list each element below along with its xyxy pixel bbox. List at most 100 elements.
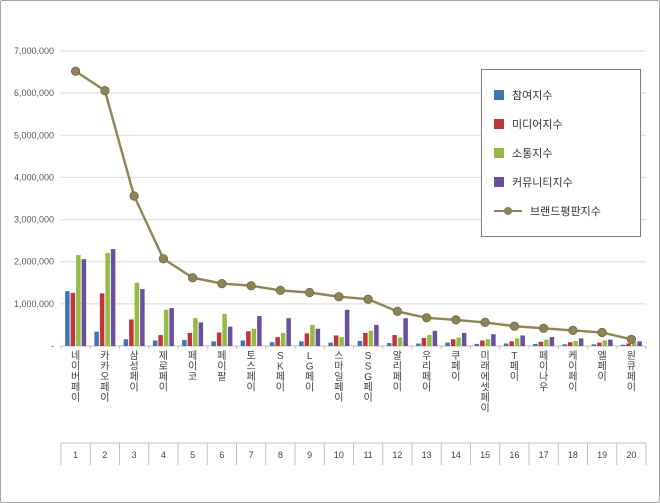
- line-marker-rank-14: [451, 315, 461, 325]
- bar-media-rank-14: [450, 339, 456, 346]
- y-axis-tick-label: 1,000,000: [14, 299, 54, 309]
- bar-participation-rank-13: [416, 343, 421, 346]
- bar-community-rank-3: [140, 289, 145, 346]
- legend-label-community: 커뮤니티지수: [512, 177, 573, 190]
- bar-community-rank-14: [461, 332, 467, 346]
- rank-label: 12: [392, 450, 402, 460]
- y-axis-tick-label: 7,000,000: [14, 46, 54, 56]
- bar-communication-rank-2: [105, 252, 110, 346]
- bar-participation-rank-19: [591, 344, 597, 346]
- rank-label: 13: [422, 450, 432, 460]
- bar-participation-rank-16: [503, 343, 509, 346]
- bar-participation-rank-7: [240, 340, 246, 346]
- rank-label: 14: [451, 450, 461, 460]
- bar-media-rank-2: [99, 293, 105, 346]
- rank-label: 7: [249, 450, 254, 460]
- bar-communication-rank-11: [368, 330, 374, 346]
- bar-community-rank-17: [549, 337, 555, 346]
- bar-participation-rank-14: [445, 342, 450, 346]
- rank-label: 4: [161, 450, 166, 460]
- bar-community-rank-6: [227, 326, 233, 346]
- brand-reputation-line: [74, 69, 633, 341]
- bar-community-rank-10: [344, 309, 350, 346]
- bar-participation-rank-10: [328, 342, 333, 346]
- bar-media-rank-8: [275, 337, 280, 346]
- rank-label: 8: [278, 450, 283, 460]
- rank-label: 1: [73, 450, 78, 460]
- bar-media-rank-17: [538, 341, 544, 346]
- bar-communication-rank-14: [456, 337, 461, 346]
- line-marker-rank-9: [304, 287, 315, 298]
- bar-participation-rank-8: [269, 342, 275, 346]
- y-axis-tick-label: 6,000,000: [14, 88, 54, 98]
- bar-media-rank-5: [187, 332, 193, 346]
- bar-communication-rank-17: [544, 339, 549, 346]
- legend-swatch-participation: [494, 89, 504, 100]
- rank-label: 2: [102, 450, 107, 460]
- bar-communication-rank-3: [134, 282, 140, 346]
- bar-community-rank-16: [520, 335, 525, 346]
- bar-participation-rank-11: [357, 340, 363, 346]
- bar-communication-rank-20: [631, 342, 637, 346]
- bar-participation-rank-1: [65, 291, 70, 346]
- line-marker-rank-17: [538, 323, 549, 333]
- chart-legend: 참여지수 미디어지수 소통지수 커뮤니티지수 브랜드평판지수: [481, 69, 641, 237]
- bar-media-rank-4: [158, 335, 163, 346]
- line-marker-rank-4: [158, 254, 168, 264]
- line-marker-rank-6: [217, 278, 227, 289]
- rank-label: 20: [626, 450, 636, 460]
- bar-communication-rank-6: [222, 313, 227, 346]
- legend-item-community: 커뮤니티지수: [494, 174, 634, 190]
- legend-swatch-community: [494, 177, 504, 188]
- line-marker-rank-10: [334, 292, 344, 302]
- rank-label: 17: [539, 450, 549, 460]
- rank-label: 10: [334, 450, 344, 460]
- legend-line-marker-icon: [494, 206, 522, 216]
- bar-community-rank-8: [286, 318, 291, 346]
- bar-media-rank-9: [304, 333, 310, 346]
- legend-swatch-communication: [494, 147, 504, 158]
- rank-label: 15: [480, 450, 490, 460]
- y-axis-tick-label: 5,000,000: [14, 130, 54, 140]
- bar-community-rank-18: [578, 338, 584, 346]
- bar-participation-rank-12: [386, 343, 392, 346]
- bar-media-rank-6: [216, 332, 222, 346]
- bar-participation-rank-18: [562, 344, 567, 346]
- bar-participation-rank-17: [533, 343, 538, 346]
- bar-participation-rank-4: [152, 340, 158, 346]
- bar-community-rank-7: [257, 316, 262, 346]
- rank-label: 9: [307, 450, 312, 460]
- bar-participation-rank-9: [299, 341, 304, 346]
- bar-media-rank-16: [509, 341, 514, 346]
- line-marker-rank-18: [568, 325, 578, 335]
- bar-community-rank-12: [403, 318, 408, 346]
- y-axis-tick-label: 3,000,000: [14, 215, 54, 225]
- bar-communication-rank-10: [339, 337, 344, 346]
- line-marker-rank-2: [100, 86, 110, 96]
- legend-item-participation: 참여지수: [494, 87, 634, 103]
- bar-media-rank-7: [246, 331, 251, 346]
- rank-label: 5: [190, 450, 195, 460]
- bar-communication-rank-15: [485, 339, 491, 346]
- line-marker-rank-16: [509, 321, 520, 331]
- bar-communication-rank-4: [163, 309, 169, 346]
- bar-participation-rank-20: [620, 344, 626, 346]
- bar-communication-rank-1: [76, 254, 81, 346]
- bar-media-rank-3: [129, 319, 134, 346]
- line-marker-rank-15: [480, 317, 490, 327]
- rank-label: 18: [568, 450, 578, 460]
- bar-communication-rank-9: [310, 324, 315, 346]
- y-axis-tick-label: 2,000,000: [14, 257, 54, 267]
